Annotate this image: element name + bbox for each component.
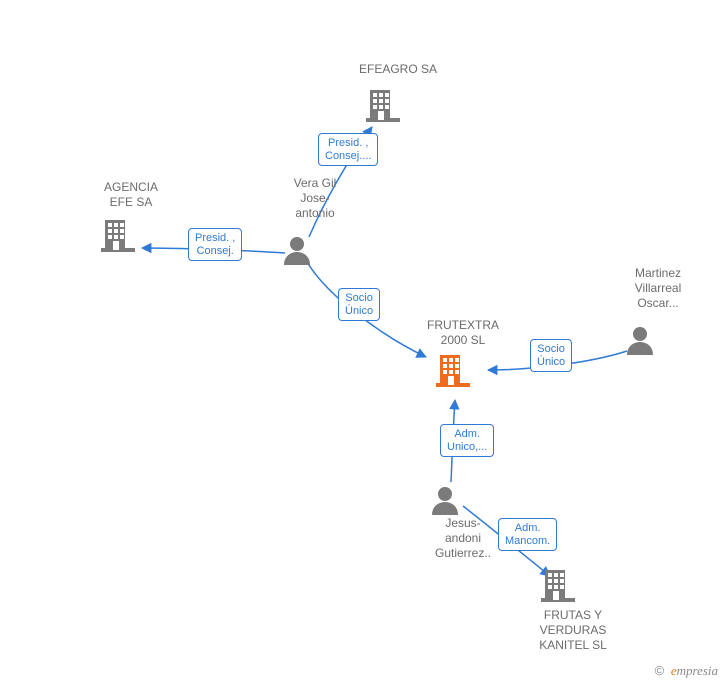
edge-label-e_jesus_frutas: Adm. Mancom. [498, 518, 557, 551]
person-icon-jesus[interactable] [432, 487, 458, 515]
edge-label-e_vera_efeagro: Presid. , Consej.... [318, 133, 378, 166]
node-label-agencia: AGENCIA EFE SA [86, 180, 176, 210]
node-label-frutas: FRUTAS Y VERDURAS KANITEL SL [518, 608, 628, 653]
edge-label-e_mart_frutextra: Socio Único [530, 339, 572, 372]
building-icon-frutas[interactable] [541, 570, 575, 602]
edge-label-e_jesus_frutextra: Adm. Unico,... [440, 424, 494, 457]
node-label-vera: Vera Gil Jose- antonio [265, 176, 365, 221]
diagram-canvas [0, 0, 728, 685]
node-label-martinez: Martinez Villarreal Oscar... [608, 266, 708, 311]
building-icon-frutextra[interactable] [436, 355, 470, 387]
node-label-efeagro: EFEAGRO SA [348, 62, 448, 77]
building-icon-agencia[interactable] [101, 220, 135, 252]
copyright-symbol: © [655, 663, 665, 678]
brand-rest: mpresia [677, 663, 718, 678]
building-icon-efeagro[interactable] [366, 90, 400, 122]
person-icon-vera[interactable] [284, 237, 310, 265]
node-label-frutextra: FRUTEXTRA 2000 SL [398, 318, 528, 348]
person-icon-martinez[interactable] [627, 327, 653, 355]
edge-label-e_vera_frutextra: Socio Único [338, 288, 380, 321]
watermark: © empresia [655, 663, 718, 679]
edge-label-e_vera_agencia: Presid. , Consej. [188, 228, 242, 261]
